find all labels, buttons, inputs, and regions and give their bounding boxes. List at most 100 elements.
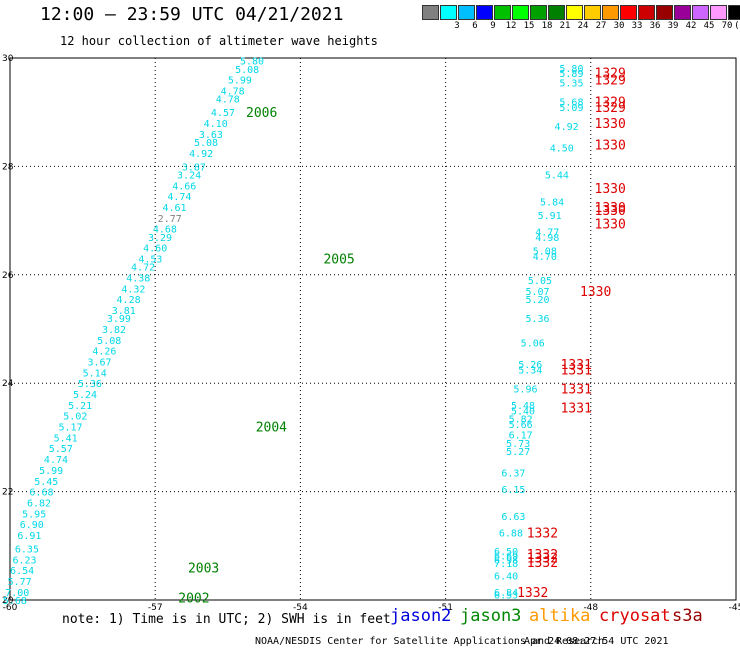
colorbar-label: 45 <box>703 21 715 31</box>
wave-height-point: 5.41 <box>54 433 78 444</box>
track-label: 1332 <box>517 586 548 601</box>
wave-height-point: 4.74 <box>167 192 191 203</box>
track-label: 2006 <box>246 106 277 121</box>
wave-height-point: 6.98 <box>494 555 518 566</box>
wave-height-point: 4.32 <box>121 284 145 295</box>
wave-height-point: 5.40 <box>511 406 535 417</box>
wave-height-point: 4.78 <box>216 95 240 106</box>
wave-height-point: 4.72 <box>131 263 155 274</box>
wave-height-point: 6.82 <box>27 498 51 509</box>
wave-height-point: 6.68 <box>29 488 53 499</box>
track-label: 1330 <box>595 139 626 154</box>
track-label: 1331 <box>561 402 592 417</box>
wave-height-point: 7.00 <box>5 588 29 599</box>
wave-height-point: 6.91 <box>17 531 41 542</box>
wave-height-point: 5.95 <box>22 509 46 520</box>
wave-height-point: 5.80 <box>240 57 264 68</box>
colorbar-cell <box>728 5 740 20</box>
wave-height-point: 6.63 <box>501 512 525 523</box>
wave-height-point: 4.57 <box>211 108 235 119</box>
wave-height-point: 4.26 <box>92 347 116 358</box>
colorbar-cell <box>656 5 673 20</box>
wave-height-point: 5.68 <box>3 596 27 607</box>
wave-height-point: 5.36 <box>78 379 102 390</box>
wave-height-point: 6.35 <box>15 545 39 556</box>
colorbar-label: 39 <box>667 21 679 31</box>
x-tick-label: -57 <box>148 603 163 613</box>
colorbar-label: 70 <box>721 21 733 31</box>
swh-colorbar <box>422 5 740 20</box>
wave-height-point: 5.08 <box>533 246 557 257</box>
wave-height-point: 6.53 <box>494 591 518 602</box>
colorbar-label: 30 <box>613 21 625 31</box>
colorbar-label: 42 <box>685 21 697 31</box>
track-label: 2003 <box>188 561 219 576</box>
wave-height-point: 4.68 <box>153 225 177 236</box>
wave-height-point: 3.82 <box>102 325 126 336</box>
wave-height-point: 6.40 <box>494 572 518 583</box>
wave-height-point: 4.98 <box>535 233 559 244</box>
wave-height-point: 3.87 <box>182 162 206 173</box>
wave-height-point: 6.69 <box>494 552 518 563</box>
wave-height-point: 5.84 <box>540 198 564 209</box>
wave-height-point: 5.66 <box>509 420 533 431</box>
colorbar-cell <box>566 5 583 20</box>
track-label: 1332 <box>527 556 558 571</box>
colorbar-cell <box>458 5 475 20</box>
wave-height-point: 5.08 <box>194 138 218 149</box>
wave-height-point: 6.54 <box>10 566 34 577</box>
colorbar-label: 18 <box>541 21 553 31</box>
colorbar-label: 33 <box>631 21 643 31</box>
track-label: 1331 <box>561 358 592 373</box>
wave-height-point: 4.92 <box>555 122 579 133</box>
wave-height-point: 5.36 <box>526 314 550 325</box>
colorbar-label: 24 <box>577 21 589 31</box>
legend-item-altika: altika <box>529 606 591 626</box>
wave-height-point: 4.60 <box>143 244 167 255</box>
track-label: 1329 <box>595 95 626 110</box>
track-label: 1329 <box>595 67 626 82</box>
wave-height-point: 3.63 <box>199 130 223 141</box>
colorbar-label: 21 <box>559 21 571 31</box>
wave-height-point: 3.99 <box>107 314 131 325</box>
wave-height-point: 5.20 <box>526 295 550 306</box>
colorbar-cell <box>476 5 493 20</box>
wave-height-point: 5.91 <box>538 211 562 222</box>
wave-height-point: 4.53 <box>138 255 162 266</box>
colorbar-label: 3 <box>454 21 460 31</box>
colorbar-label: 6 <box>472 21 478 31</box>
wave-height-point: 6.50 <box>494 547 518 558</box>
colorbar-label: 15 <box>523 21 535 31</box>
wave-height-point: 7.18 <box>494 559 518 570</box>
wave-height-point: 4.77 <box>535 227 559 238</box>
wave-height-point: 5.45 <box>34 477 58 488</box>
wave-height-point: 5.27 <box>506 447 530 458</box>
colorbar-cell <box>530 5 547 20</box>
colorbar-cell <box>494 5 511 20</box>
y-tick-label: 28 <box>2 162 14 172</box>
wave-height-point: 2.77 <box>158 214 182 225</box>
x-tick-label: -60 <box>3 603 18 613</box>
page-subtitle: 12 hour collection of altimeter wave hei… <box>60 34 378 48</box>
track-label: 1330 <box>595 204 626 219</box>
page-title: 12:00 — 23:59 UTC 04/21/2021 <box>40 4 344 25</box>
wave-height-point: 5.89 <box>559 69 583 80</box>
wave-height-point: 3.24 <box>177 171 201 182</box>
wave-height-point: 4.50 <box>550 143 574 154</box>
wave-height-point: 3.67 <box>87 358 111 369</box>
wave-height-point: 5.80 <box>559 64 583 75</box>
track-label: 1331 <box>561 364 592 379</box>
colorbar-label: 9 <box>490 21 496 31</box>
wave-height-point: 4.38 <box>126 274 150 285</box>
wave-height-point: 4.66 <box>172 181 196 192</box>
colorbar-label: 27 <box>595 21 607 31</box>
wave-height-point: 5.34 <box>518 366 542 377</box>
colorbar-cell <box>710 5 727 20</box>
wave-height-point: 5.07 <box>526 287 550 298</box>
wave-height-point: 4.70 <box>533 252 557 263</box>
y-tick-label: 20 <box>2 596 14 606</box>
wave-height-point: 5.21 <box>68 401 92 412</box>
legend-item-s3a: s3a <box>672 606 703 626</box>
wave-height-point: 5.99 <box>39 466 63 477</box>
